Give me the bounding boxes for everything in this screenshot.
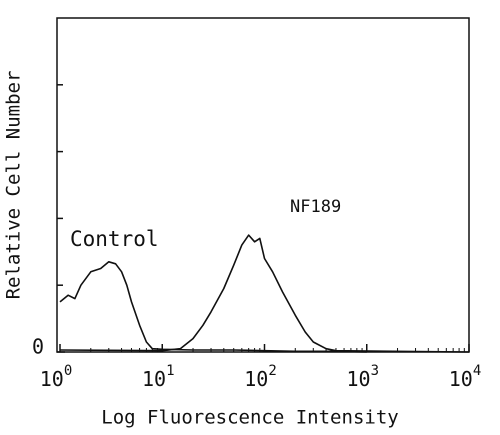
x-tick-base: 10 [40,367,64,391]
x-tick-power: 3 [371,363,379,379]
series-line [59,261,367,353]
series-label: NF189 [290,197,341,217]
x-tick-power: 1 [166,363,174,379]
x-tick-label: 104 [449,363,482,391]
series-line [59,234,470,353]
y-axis-title: Relative Cell Number [3,71,25,300]
x-tick-label: 100 [40,363,73,391]
x-tick-base: 10 [142,367,166,391]
x-tick-base: 10 [346,367,370,391]
plot-frame [56,17,470,353]
x-tick-label: 101 [142,363,175,391]
series-label: Control [70,227,159,251]
x-tick-label: 103 [346,363,379,391]
x-tick-power: 2 [268,363,276,379]
x-tick-power: 4 [473,363,481,379]
x-axis-title: Log Fluorescence Intensity [101,407,398,429]
x-tick-power: 0 [64,363,72,379]
x-tick-base: 10 [449,367,473,391]
x-tick-label: 102 [244,363,277,391]
y-tick-label: 0 [32,335,44,359]
x-tick-base: 10 [244,367,268,391]
